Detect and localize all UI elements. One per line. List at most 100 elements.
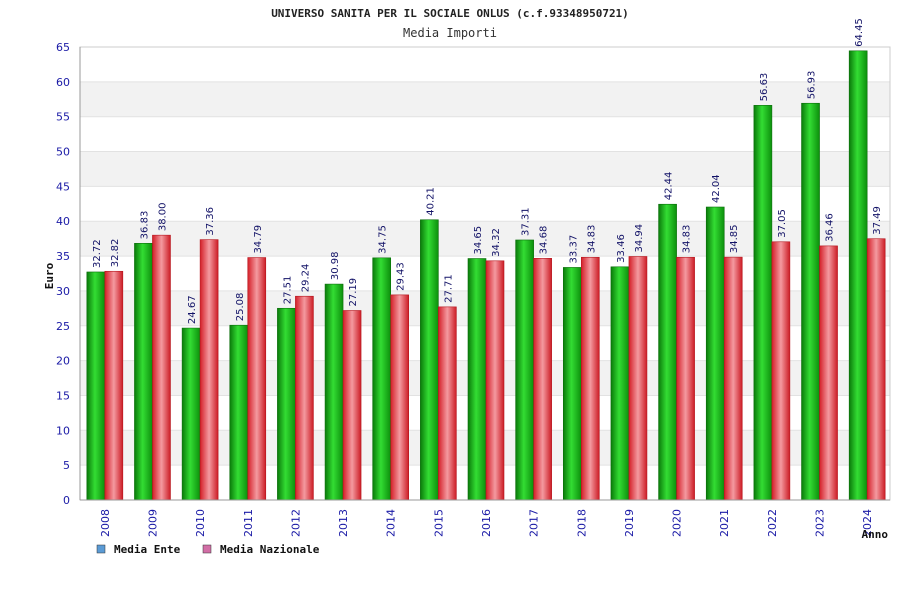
y-tick-label: 5 bbox=[63, 459, 70, 472]
x-tick-label: 2020 bbox=[671, 509, 684, 537]
x-tick-label: 2011 bbox=[242, 509, 255, 537]
value-label: 34.79 bbox=[253, 225, 264, 254]
bar-media-ente bbox=[181, 327, 201, 501]
value-label: 27.51 bbox=[282, 276, 293, 305]
x-tick-label: 2009 bbox=[146, 509, 159, 537]
value-labels: 32.72 32.82 36.83 38.00 24.67 37.36 25.08 34.79… bbox=[92, 18, 883, 324]
y-axis-label: Euro bbox=[43, 262, 56, 289]
grid-band bbox=[80, 47, 890, 82]
value-label: 37.49 bbox=[872, 206, 883, 235]
y-tick-label: 50 bbox=[56, 146, 70, 159]
bar-media-nazionale bbox=[723, 256, 743, 501]
value-label: 40.21 bbox=[425, 187, 436, 216]
bar-media-nazionale bbox=[438, 306, 457, 501]
value-label: 24.67 bbox=[187, 295, 198, 324]
value-label: 34.75 bbox=[378, 225, 389, 254]
bar-media-ente bbox=[372, 257, 392, 501]
bar-media-ente bbox=[467, 258, 487, 501]
x-tick-label: 2021 bbox=[718, 509, 731, 537]
chart-title: UNIVERSO SANITA PER IL SOCIALE ONLUS (c.… bbox=[271, 7, 629, 20]
x-axis-label: Anno bbox=[862, 528, 889, 541]
bar-media-ente bbox=[610, 266, 630, 501]
bar-media-ente bbox=[658, 203, 677, 501]
x-tick-label: 2018 bbox=[575, 509, 588, 537]
value-label: 34.65 bbox=[473, 226, 484, 255]
y-tick-label: 20 bbox=[56, 355, 70, 368]
y-tick-label: 30 bbox=[56, 285, 70, 298]
value-label: 33.46 bbox=[616, 234, 627, 263]
value-label: 33.37 bbox=[568, 235, 579, 264]
y-tick-label: 10 bbox=[56, 424, 70, 437]
value-label: 25.08 bbox=[235, 293, 246, 322]
bar-media-nazionale bbox=[580, 256, 600, 501]
bar-media-ente bbox=[705, 206, 725, 501]
x-tick-label: 2013 bbox=[337, 509, 350, 537]
chart-subtitle: Media Importi bbox=[403, 26, 497, 40]
x-axis-ticks: 2008 2009 2010 2011 2012 2013 2014 2015 2016 2017… bbox=[99, 509, 874, 537]
legend-swatch-nazionale bbox=[202, 544, 212, 554]
x-tick-label: 2015 bbox=[432, 509, 445, 537]
bar-media-nazionale bbox=[247, 257, 267, 501]
value-label: 56.93 bbox=[807, 71, 818, 100]
bar-media-ente bbox=[277, 307, 296, 501]
bar-media-ente bbox=[801, 102, 820, 501]
value-label: 37.36 bbox=[205, 207, 216, 236]
bar-media-ente bbox=[562, 267, 582, 501]
bar-media-ente bbox=[229, 324, 249, 501]
bar-media-nazionale bbox=[152, 234, 171, 501]
value-label: 27.71 bbox=[443, 274, 454, 303]
y-tick-label: 45 bbox=[56, 180, 70, 193]
bars bbox=[86, 50, 886, 501]
value-label: 37.31 bbox=[521, 207, 532, 236]
bar-media-nazionale bbox=[199, 239, 219, 501]
value-label: 36.46 bbox=[825, 213, 836, 242]
x-tick-label: 2019 bbox=[623, 509, 636, 537]
value-label: 34.94 bbox=[634, 224, 645, 253]
bar-media-ente bbox=[324, 283, 344, 501]
bar-media-ente bbox=[86, 271, 106, 501]
bar-media-nazionale bbox=[104, 270, 124, 501]
x-tick-label: 2014 bbox=[385, 509, 398, 537]
value-label: 29.24 bbox=[300, 264, 311, 293]
x-tick-label: 2010 bbox=[194, 509, 207, 537]
y-tick-label: 60 bbox=[56, 76, 70, 89]
value-label: 27.19 bbox=[348, 278, 359, 307]
y-tick-label: 35 bbox=[56, 250, 70, 263]
y-tick-label: 55 bbox=[56, 111, 70, 124]
legend-label-ente: Media Ente bbox=[114, 543, 181, 556]
value-label: 34.83 bbox=[682, 225, 693, 254]
value-label: 34.68 bbox=[539, 226, 550, 255]
bar-media-nazionale bbox=[676, 256, 695, 501]
value-label: 42.44 bbox=[664, 172, 675, 201]
value-label: 32.82 bbox=[110, 239, 121, 268]
y-tick-label: 0 bbox=[63, 494, 70, 507]
value-label: 38.00 bbox=[157, 203, 168, 232]
y-tick-label: 25 bbox=[56, 320, 70, 333]
x-tick-label: 2017 bbox=[528, 509, 541, 537]
value-label: 37.05 bbox=[777, 209, 788, 238]
x-tick-label: 2012 bbox=[289, 509, 302, 537]
bar-media-nazionale bbox=[390, 294, 410, 501]
y-axis-ticks: 0 5 10 15 20 25 30 35 40 45 50 55 60 65 bbox=[56, 41, 70, 507]
value-label: 34.83 bbox=[586, 225, 597, 254]
value-label: 56.63 bbox=[759, 73, 770, 102]
bar-media-nazionale bbox=[771, 241, 791, 501]
bar-media-nazionale bbox=[819, 245, 838, 501]
value-label: 34.85 bbox=[729, 224, 740, 253]
bar-media-nazionale bbox=[628, 256, 648, 501]
bar-media-nazionale bbox=[866, 238, 886, 501]
x-tick-label: 2024 bbox=[861, 509, 874, 537]
bar-media-ente bbox=[848, 50, 868, 501]
value-label: 32.72 bbox=[92, 239, 103, 268]
value-label: 36.83 bbox=[139, 211, 150, 240]
x-tick-label: 2023 bbox=[814, 509, 827, 537]
bar-media-ente bbox=[420, 219, 439, 501]
bar-media-nazionale bbox=[485, 260, 505, 501]
bar-media-nazionale bbox=[533, 258, 552, 501]
value-label: 34.32 bbox=[491, 228, 502, 257]
x-tick-label: 2008 bbox=[99, 509, 112, 537]
bar-media-nazionale bbox=[342, 310, 362, 501]
value-label: 29.43 bbox=[396, 262, 407, 291]
value-label: 42.04 bbox=[711, 174, 722, 203]
